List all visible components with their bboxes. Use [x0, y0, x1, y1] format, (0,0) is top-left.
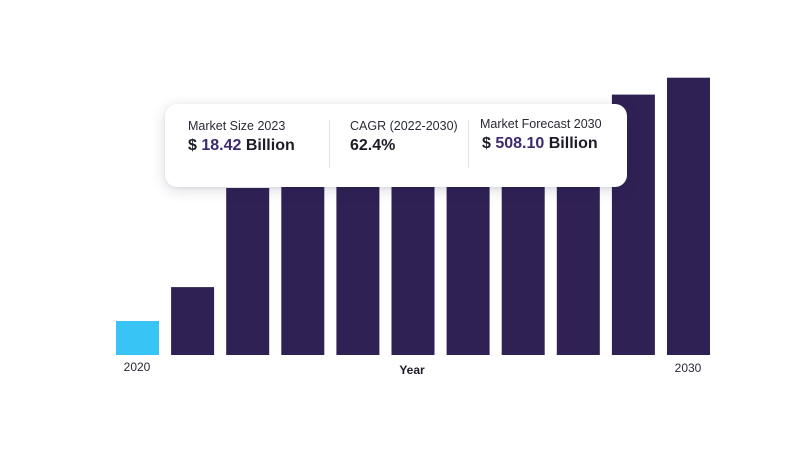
- x-tick-label-last: 2030: [675, 361, 702, 375]
- market-size-value: $ 18.42 Billion: [188, 136, 295, 156]
- market-stats-card: Market Size 2023 $ 18.42 Billion CAGR (2…: [165, 104, 627, 187]
- market-size-label: Market Size 2023: [188, 119, 286, 133]
- bar-2025: [391, 182, 435, 355]
- forecast-currency: $: [482, 135, 491, 152]
- stat-market-size: Market Size 2023 $ 18.42 Billion: [188, 118, 295, 156]
- bar-2024: [336, 182, 380, 355]
- bar-2022: [226, 188, 270, 355]
- stat-divider: [468, 120, 469, 168]
- market-size-unit: Billion: [245, 137, 295, 154]
- bar-2030: [667, 77, 710, 355]
- cagr-value: 62.4%: [350, 137, 396, 154]
- market-size-currency: $: [188, 137, 197, 154]
- bar-series: [116, 77, 710, 355]
- x-axis-title: Year: [399, 363, 425, 377]
- forecast-unit: Billion: [548, 135, 598, 152]
- stat-divider: [329, 120, 330, 168]
- stat-cagr: CAGR (2022-2030) 62.4%: [350, 118, 458, 156]
- market-size-amount: 18.42: [201, 137, 242, 154]
- forecast-amount: 508.10: [495, 135, 545, 152]
- forecast-label: Market Forecast 2030: [480, 117, 602, 131]
- bar-2021: [171, 287, 215, 355]
- x-tick-label-first: 2020: [124, 360, 151, 374]
- cagr-label: CAGR (2022-2030): [350, 119, 458, 133]
- stat-forecast: Market Forecast 2030 $ 508.10 Billion: [480, 116, 602, 154]
- forecast-value: $ 508.10 Billion: [482, 134, 602, 154]
- bar-2028: [556, 185, 600, 355]
- bar-2020: [116, 321, 159, 355]
- bar-2027: [501, 185, 545, 355]
- bar-2026: [446, 182, 490, 355]
- bar-2023: [281, 185, 325, 355]
